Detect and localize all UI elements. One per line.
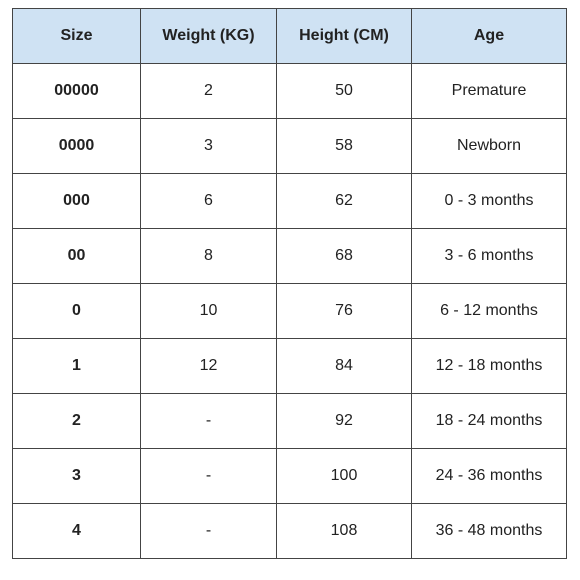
size-cell: 00 [12, 228, 141, 284]
table-cell: 92 [276, 393, 412, 449]
header-row: Size Weight (KG) Height (CM) Age [12, 8, 567, 64]
table-cell: 2 [140, 63, 277, 119]
table-row: 2-92 18 - 24 months [12, 393, 567, 449]
size-cell: 0000 [12, 118, 141, 174]
table-row: 00000 2 50 Premature [12, 63, 567, 119]
table-cell: 50 [276, 63, 412, 119]
size-cell: 3 [12, 448, 141, 504]
table-cell: 36 - 48 months [411, 503, 567, 559]
table-cell: 12 - 18 months [411, 338, 567, 394]
header-cell: Weight (KG) [140, 8, 277, 64]
table-cell: 6 [140, 173, 277, 229]
table-cell: 62 [276, 173, 412, 229]
table-row: 4-108 36 - 48 months [12, 503, 567, 559]
header-cell: Age [411, 8, 567, 64]
size-cell: 2 [12, 393, 141, 449]
size-cell: 0 [12, 283, 141, 339]
table-cell: 100 [276, 448, 412, 504]
table-cell: 0 - 3 months [411, 173, 567, 229]
header-cell: Size [12, 8, 141, 64]
table-cell: Newborn [411, 118, 567, 174]
table-cell: 3 - 6 months [411, 228, 567, 284]
table-row: 1 12 84 12 - 18 months [12, 338, 567, 394]
table-cell: 84 [276, 338, 412, 394]
table-cell: 58 [276, 118, 412, 174]
table-cell: 108 [276, 503, 412, 559]
table-cell: - [140, 393, 277, 449]
table-row: 000 6 62 0 - 3 months [12, 173, 567, 229]
size-table: Size Weight (KG) Height (CM) Age 00000 2 50 Pr… [12, 8, 567, 559]
table-cell: 12 [140, 338, 277, 394]
table-row: 3-100 24 - 36 months [12, 448, 567, 504]
header-cell: Height (CM) [276, 8, 412, 64]
table-cell: 3 [140, 118, 277, 174]
table-cell: 18 - 24 months [411, 393, 567, 449]
table-cell: - [140, 448, 277, 504]
size-cell: 1 [12, 338, 141, 394]
size-cell: 000 [12, 173, 141, 229]
table-row: 00 8 68 3 - 6 months [12, 228, 567, 284]
table-cell: 8 [140, 228, 277, 284]
table-container: Size Weight (KG) Height (CM) Age 00000 2 50 Pr… [12, 8, 567, 559]
table-cell: 24 - 36 months [411, 448, 567, 504]
table-row: 0 10 76 6 - 12 months [12, 283, 567, 339]
table-cell: 68 [276, 228, 412, 284]
table-body: 00000 2 50 Premature 0000 3 58 Newborn 000 6 62 0 -… [12, 63, 567, 559]
table-cell: - [140, 503, 277, 559]
table-cell: 6 - 12 months [411, 283, 567, 339]
size-cell: 00000 [12, 63, 141, 119]
table-cell: 76 [276, 283, 412, 339]
size-cell: 4 [12, 503, 141, 559]
table-cell: 10 [140, 283, 277, 339]
table-row: 0000 3 58 Newborn [12, 118, 567, 174]
table-cell: Premature [411, 63, 567, 119]
